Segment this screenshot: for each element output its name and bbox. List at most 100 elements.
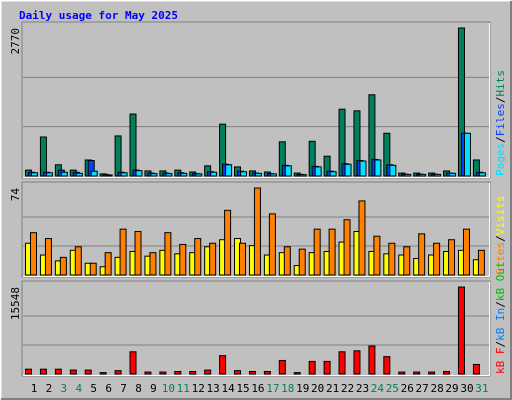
bar bbox=[434, 173, 442, 177]
x-tick-label: 29 bbox=[445, 382, 458, 395]
bar bbox=[428, 371, 436, 375]
y-tick-label: 2770 bbox=[9, 28, 22, 55]
bar bbox=[60, 171, 68, 177]
bar bbox=[472, 363, 480, 375]
x-tick-label: 16 bbox=[251, 382, 264, 395]
y-tick-label: 74 bbox=[9, 188, 22, 202]
bar bbox=[433, 242, 441, 276]
bar bbox=[284, 165, 292, 177]
x-tick-label: 24 bbox=[371, 382, 385, 395]
legend-entry: Sites bbox=[494, 242, 507, 275]
bar bbox=[314, 166, 322, 177]
bar bbox=[413, 371, 421, 375]
bar bbox=[54, 368, 62, 375]
bar bbox=[338, 351, 346, 375]
panel bbox=[21, 280, 491, 377]
bar bbox=[263, 370, 271, 375]
bar bbox=[69, 369, 77, 375]
legend: Sites/Visits bbox=[494, 196, 507, 276]
bar bbox=[268, 213, 276, 276]
bar bbox=[358, 200, 366, 276]
bar bbox=[120, 172, 128, 177]
bar bbox=[283, 246, 291, 276]
bar bbox=[448, 239, 456, 276]
x-tick-label: 15 bbox=[236, 382, 249, 395]
bar bbox=[164, 232, 172, 276]
x-tick-label: 7 bbox=[120, 382, 127, 395]
bar bbox=[210, 171, 218, 177]
bar bbox=[219, 355, 227, 375]
bar bbox=[299, 174, 307, 177]
bar bbox=[45, 172, 53, 177]
bar bbox=[404, 173, 412, 177]
bar bbox=[204, 369, 212, 375]
bar bbox=[75, 172, 83, 177]
bar bbox=[150, 173, 158, 177]
bar bbox=[179, 243, 187, 276]
legend-entry: kB Out bbox=[494, 261, 507, 301]
bar bbox=[344, 163, 352, 177]
bar bbox=[328, 228, 336, 276]
bar bbox=[419, 173, 427, 177]
bar bbox=[248, 370, 256, 375]
bar bbox=[418, 233, 426, 276]
bar bbox=[323, 360, 331, 375]
bar bbox=[368, 345, 376, 375]
bar bbox=[39, 368, 47, 375]
bar bbox=[209, 242, 217, 276]
bar bbox=[403, 246, 411, 276]
bar bbox=[373, 235, 381, 276]
bar bbox=[308, 360, 316, 375]
x-tick-label: 10 bbox=[162, 382, 175, 395]
x-tick-label: 9 bbox=[150, 382, 157, 395]
bar bbox=[254, 172, 262, 177]
bar bbox=[195, 173, 203, 177]
x-tick-label: 2 bbox=[46, 382, 53, 395]
bar bbox=[457, 286, 465, 375]
x-tick-label: 1 bbox=[31, 382, 38, 395]
legend-separator: / bbox=[494, 136, 507, 143]
bar bbox=[25, 368, 32, 375]
bar bbox=[329, 171, 337, 177]
bar bbox=[189, 370, 197, 375]
legend-entry: Hits bbox=[494, 70, 507, 97]
x-tick-label: 19 bbox=[296, 382, 309, 395]
bar bbox=[374, 159, 382, 177]
bar bbox=[398, 371, 406, 375]
legend-separator: / bbox=[494, 97, 507, 104]
chart-title: Daily usage for May 2025 bbox=[19, 9, 178, 22]
x-tick-label: 31 bbox=[475, 382, 488, 395]
bar bbox=[225, 164, 233, 177]
x-tick-label: 12 bbox=[192, 382, 205, 395]
x-tick-label: 17 bbox=[266, 382, 279, 395]
legend-entry: Visits bbox=[494, 196, 507, 236]
bar bbox=[149, 252, 157, 276]
bar bbox=[253, 187, 261, 276]
bar bbox=[159, 371, 167, 375]
bar bbox=[134, 231, 142, 276]
bar bbox=[174, 370, 182, 375]
x-tick-label: 25 bbox=[386, 382, 399, 395]
x-tick-label: 27 bbox=[416, 382, 429, 395]
x-tick-label: 26 bbox=[401, 382, 414, 395]
panel bbox=[21, 21, 491, 179]
bar bbox=[478, 172, 486, 177]
bar bbox=[104, 252, 112, 276]
bar bbox=[39, 136, 47, 177]
legend: Pages/Files/Hits bbox=[494, 70, 507, 176]
bar bbox=[180, 172, 188, 177]
x-tick-label: 3 bbox=[61, 382, 68, 395]
x-tick-label: 28 bbox=[430, 382, 443, 395]
bar bbox=[462, 228, 470, 276]
bar bbox=[74, 246, 82, 276]
bar bbox=[44, 238, 52, 276]
x-tick-label: 5 bbox=[90, 382, 97, 395]
bar bbox=[388, 242, 396, 276]
bar bbox=[313, 228, 321, 276]
x-tick-label: 13 bbox=[207, 382, 220, 395]
bar bbox=[443, 370, 451, 375]
bar bbox=[84, 369, 92, 375]
legend-entry: Files bbox=[494, 103, 507, 136]
